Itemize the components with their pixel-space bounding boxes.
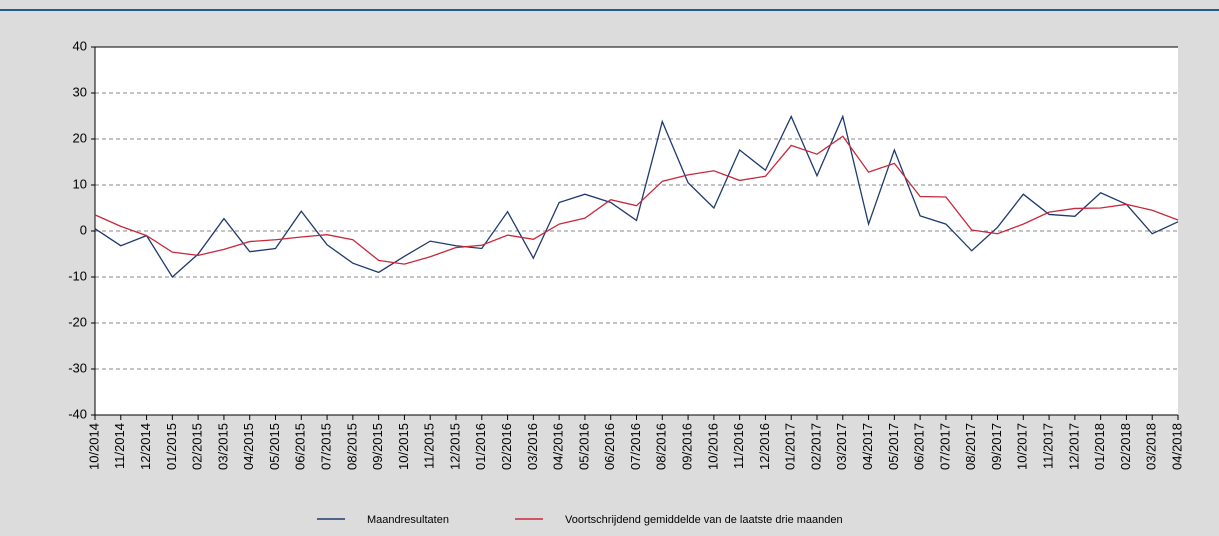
x-tick-label: 06/2017 (912, 423, 927, 470)
x-tick-label: 02/2018 (1118, 423, 1133, 470)
x-tick-label: 06/2016 (602, 423, 617, 470)
y-tick-label: -40 (68, 406, 87, 421)
x-tick-label: 12/2014 (138, 423, 153, 470)
x-tick-label: 03/2018 (1144, 423, 1159, 470)
x-tick-label: 10/2016 (705, 423, 720, 470)
x-tick-label: 04/2017 (860, 423, 875, 470)
x-tick-label: 05/2015 (267, 423, 282, 470)
x-tick-label: 11/2014 (112, 423, 127, 469)
y-tick-label: 10 (73, 176, 87, 191)
x-tick-label: 07/2015 (319, 423, 334, 470)
x-tick-label: 05/2016 (576, 423, 591, 470)
y-tick-label: 20 (73, 130, 87, 145)
x-tick-label: 09/2015 (370, 423, 385, 470)
legend-label: Voortschrijdend gemiddelde van de laatst… (565, 514, 843, 526)
y-tick-label: -30 (68, 360, 87, 375)
x-tick-label: 11/2016 (731, 423, 746, 469)
series-line (94, 135, 1179, 265)
x-tick-label: 08/2015 (344, 423, 359, 470)
x-tick-label: 07/2017 (937, 423, 952, 470)
x-tick-label: 12/2017 (1066, 423, 1081, 470)
y-tick-label: -20 (68, 314, 87, 329)
y-tick-label: 40 (73, 38, 87, 53)
x-tick-label: 01/2015 (164, 423, 179, 470)
x-tick-label: 07/2016 (628, 423, 643, 470)
x-tick-label: 04/2016 (551, 423, 566, 470)
x-tick-label: 12/2016 (757, 423, 772, 470)
x-tick-label: 01/2017 (783, 423, 798, 470)
x-tick-label: 04/2018 (1169, 423, 1184, 470)
y-tick-label: 30 (73, 84, 87, 99)
x-tick-label: 02/2016 (499, 423, 514, 470)
x-tick-label: 08/2017 (963, 423, 978, 470)
x-tick-label: 02/2015 (190, 423, 205, 470)
x-tick-label: 05/2017 (886, 423, 901, 470)
series-line (94, 114, 1179, 278)
x-tick-label: 12/2015 (447, 423, 462, 470)
x-tick-label: 08/2016 (654, 423, 669, 470)
x-tick-label: 04/2015 (241, 423, 256, 470)
x-tick-label: 09/2017 (989, 423, 1004, 470)
x-tick-label: 06/2015 (293, 423, 308, 470)
y-tick-label: 0 (80, 222, 87, 237)
legend-label: Maandresultaten (367, 514, 449, 526)
x-tick-label: 11/2015 (422, 423, 437, 469)
x-tick-label: 01/2018 (1092, 423, 1107, 470)
x-tick-label: 10/2014 (86, 423, 101, 470)
x-tick-label: 11/2017 (1041, 423, 1056, 469)
x-tick-label: 01/2016 (473, 423, 488, 470)
x-tick-label: 03/2015 (215, 423, 230, 470)
x-tick-label: 10/2017 (1015, 423, 1030, 470)
y-tick-label: -10 (68, 268, 87, 283)
x-tick-label: 03/2016 (525, 423, 540, 470)
x-tick-label: 09/2016 (680, 423, 695, 470)
x-tick-label: 03/2017 (834, 423, 849, 470)
x-tick-label: 10/2015 (396, 423, 411, 470)
x-tick-label: 02/2017 (808, 423, 823, 470)
